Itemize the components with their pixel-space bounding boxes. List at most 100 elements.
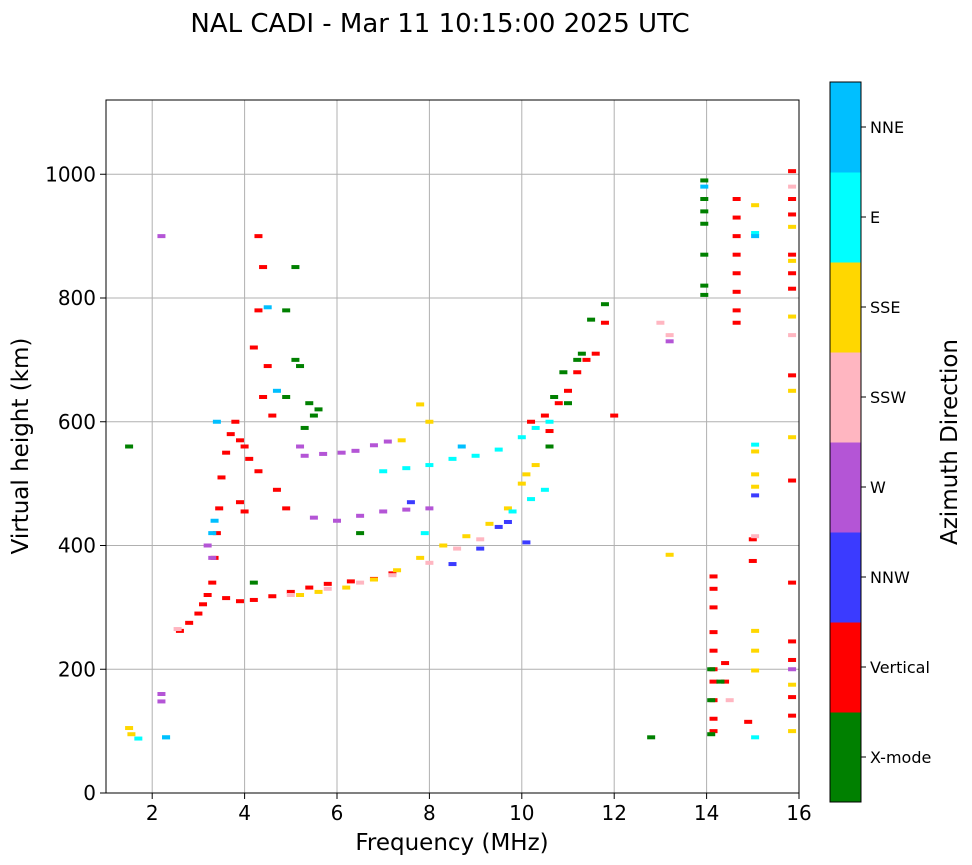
data-point <box>748 537 757 542</box>
data-point <box>732 271 741 276</box>
data-point <box>203 543 212 548</box>
data-point <box>788 373 797 378</box>
colorbar-segment <box>830 262 861 353</box>
data-point <box>700 209 709 214</box>
data-point <box>425 560 434 565</box>
data-point <box>554 401 563 406</box>
data-point <box>751 234 760 239</box>
data-point <box>268 594 277 599</box>
data-point <box>788 388 797 393</box>
x-tick-label: 2 <box>146 801 159 825</box>
data-point <box>296 364 305 369</box>
data-point <box>249 597 258 602</box>
data-point <box>788 252 797 257</box>
data-point <box>356 580 365 585</box>
data-point <box>591 351 600 356</box>
data-point <box>564 388 572 393</box>
data-point <box>210 518 219 523</box>
data-point <box>457 444 466 449</box>
colorbar-segment <box>830 712 861 803</box>
data-point <box>125 444 134 449</box>
data-point <box>157 234 166 239</box>
data-point <box>379 469 388 474</box>
data-point <box>476 546 485 551</box>
data-point <box>788 657 797 662</box>
data-point <box>665 339 674 344</box>
data-point <box>333 518 341 523</box>
data-point <box>254 469 263 474</box>
chart-title: NAL CADI - Mar 11 10:15:00 2025 UTC <box>190 9 689 39</box>
x-axis-label: Frequency (MHz) <box>355 830 548 856</box>
data-point <box>351 448 360 453</box>
y-tick-label: 1000 <box>45 162 96 186</box>
plot-area-frame <box>105 99 800 794</box>
data-point <box>485 521 494 526</box>
data-point <box>173 627 182 632</box>
data-point <box>342 585 351 590</box>
data-point <box>157 692 166 696</box>
data-point <box>540 413 549 418</box>
data-point <box>448 456 457 461</box>
x-tick-label: 6 <box>331 801 344 825</box>
data-point <box>300 425 309 430</box>
data-point <box>406 500 415 505</box>
data-point <box>744 719 753 724</box>
data-point <box>732 234 741 239</box>
data-point <box>203 593 212 597</box>
data-point <box>254 308 263 313</box>
colorbar-tick-label: E <box>870 208 880 227</box>
data-point <box>788 639 797 644</box>
data-point <box>157 699 166 704</box>
data-point <box>222 450 231 455</box>
data-point <box>448 562 457 567</box>
data-point <box>545 429 554 434</box>
data-point <box>162 735 171 740</box>
data-point <box>700 184 709 189</box>
data-point <box>709 574 718 579</box>
data-point <box>732 252 741 257</box>
data-point <box>751 442 760 447</box>
data-point <box>600 302 609 307</box>
data-point <box>240 509 249 514</box>
data-point <box>788 713 797 718</box>
data-point <box>356 513 365 518</box>
data-point <box>564 401 572 406</box>
data-point <box>709 586 718 591</box>
colorbar-tick-label: NNW <box>870 568 910 587</box>
data-point <box>286 589 295 594</box>
data-point <box>388 573 397 578</box>
data-point <box>402 507 411 512</box>
data-point <box>208 555 217 560</box>
data-point <box>245 456 254 461</box>
data-point <box>199 602 208 607</box>
data-point <box>127 732 136 737</box>
colorbar-label: Azimuth Direction <box>937 339 963 545</box>
data-point <box>531 425 540 430</box>
colorbar-tick-label: SSW <box>870 388 906 407</box>
colorbar-segment <box>830 532 861 623</box>
data-point <box>337 450 346 455</box>
data-point <box>751 449 760 454</box>
data-point <box>134 736 143 741</box>
y-tick-label: 600 <box>58 410 96 434</box>
data-point <box>305 585 314 590</box>
y-tick-label: 400 <box>58 534 96 558</box>
data-point <box>751 648 760 653</box>
data-point <box>709 716 718 721</box>
data-point <box>249 580 258 585</box>
colorbar-segment <box>830 622 861 713</box>
data-point <box>665 552 674 557</box>
data-point <box>296 593 305 597</box>
data-point <box>788 695 797 700</box>
data-point <box>545 444 554 449</box>
grid <box>106 100 800 794</box>
data-point <box>369 443 378 448</box>
data-point <box>231 419 240 424</box>
data-point <box>356 531 365 536</box>
data-points <box>125 169 797 741</box>
colorbar-tick-label: X-mode <box>870 748 931 767</box>
data-point <box>709 679 718 684</box>
data-point <box>462 534 471 539</box>
data-point <box>314 589 323 594</box>
data-point <box>732 215 741 220</box>
